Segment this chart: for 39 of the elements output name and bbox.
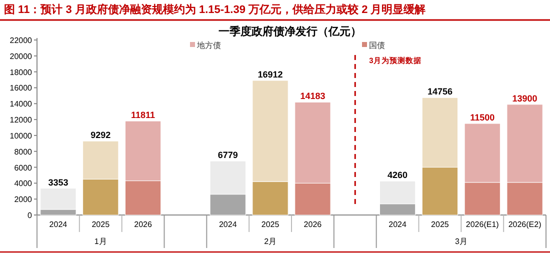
- y-tick-label: 20000: [10, 52, 33, 61]
- x-tick-label: 2024: [218, 220, 238, 229]
- x-tick-label: 2026: [134, 220, 152, 229]
- total-label: 6779: [218, 150, 238, 160]
- legend-label: 地方债: [196, 41, 221, 50]
- x-tick-label: 2024: [49, 220, 68, 229]
- y-tick-label: 14000: [10, 100, 33, 109]
- total-label: 9292: [90, 130, 111, 140]
- total-label: 3353: [48, 177, 68, 188]
- total-label: 11811: [131, 110, 156, 120]
- legend-label: 国债: [369, 41, 385, 50]
- y-tick-label: 12000: [10, 116, 33, 125]
- total-label: 13900: [512, 93, 538, 104]
- text: 2月: [264, 237, 277, 246]
- total-label: 11500: [470, 112, 495, 123]
- total-label: 4260: [388, 170, 408, 180]
- chart-subtitle: 一季度政府债净发行（亿元）: [218, 25, 362, 38]
- y-tick-label: 16000: [10, 84, 33, 93]
- y-tick-label: 22000: [10, 36, 33, 45]
- text: 1月: [94, 237, 107, 246]
- x-tick-label: 2026(E1): [466, 220, 500, 229]
- y-tick-label: 4000: [14, 179, 33, 188]
- y-tick-label: 6000: [14, 163, 33, 172]
- chart-title: 图 11：预计 3 月政府债净融资规模约为 1.15-1.39 万亿元，供给压力或较 2 月明显缓解: [4, 3, 426, 16]
- y-tick-label: 10000: [10, 131, 33, 140]
- x-tick-label: 2026: [304, 220, 322, 229]
- x-tick-label: 2026(E2): [508, 220, 542, 229]
- y-tick-label: 2000: [14, 195, 33, 204]
- y-tick-label: 18000: [10, 68, 33, 77]
- y-tick-label: 8000: [14, 147, 33, 156]
- total-label: 14183: [300, 91, 326, 102]
- x-tick-label: 2024: [388, 220, 407, 229]
- x-tick-label: 2025: [92, 220, 110, 229]
- text: 3月: [454, 237, 468, 246]
- y-tick-label: 0: [28, 211, 33, 220]
- x-tick-label: 2025: [261, 220, 280, 229]
- x-tick-label: 2025: [431, 220, 450, 229]
- total-label: 14756: [427, 86, 452, 97]
- total-label: 16912: [258, 69, 283, 80]
